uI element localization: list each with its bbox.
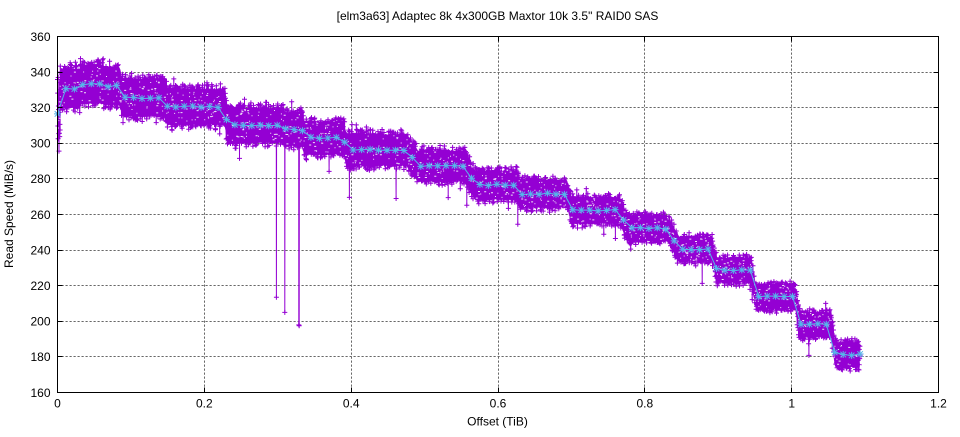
svg-text:360: 360	[30, 30, 50, 44]
svg-text:1.2: 1.2	[930, 397, 947, 411]
svg-text:260: 260	[30, 208, 50, 222]
svg-text:0.6: 0.6	[490, 397, 507, 411]
svg-text:160: 160	[30, 386, 50, 400]
svg-text:220: 220	[30, 279, 50, 293]
svg-text:200: 200	[30, 315, 50, 329]
svg-text:[elm3a63] Adaptec 8k 4x300GB M: [elm3a63] Adaptec 8k 4x300GB Maxtor 10k …	[337, 9, 659, 23]
svg-text:0.8: 0.8	[636, 397, 653, 411]
svg-text:320: 320	[30, 101, 50, 115]
svg-text:0.4: 0.4	[343, 397, 360, 411]
svg-text:0.2: 0.2	[196, 397, 213, 411]
svg-text:Read Speed (MiB/s): Read Speed (MiB/s)	[2, 160, 16, 268]
svg-text:300: 300	[30, 137, 50, 151]
svg-text:0: 0	[54, 397, 61, 411]
svg-text:240: 240	[30, 243, 50, 257]
svg-text:340: 340	[30, 65, 50, 79]
svg-text:280: 280	[30, 172, 50, 186]
svg-text:1: 1	[788, 397, 795, 411]
svg-text:180: 180	[30, 350, 50, 364]
svg-text:Offset (TiB): Offset (TiB)	[467, 415, 528, 429]
